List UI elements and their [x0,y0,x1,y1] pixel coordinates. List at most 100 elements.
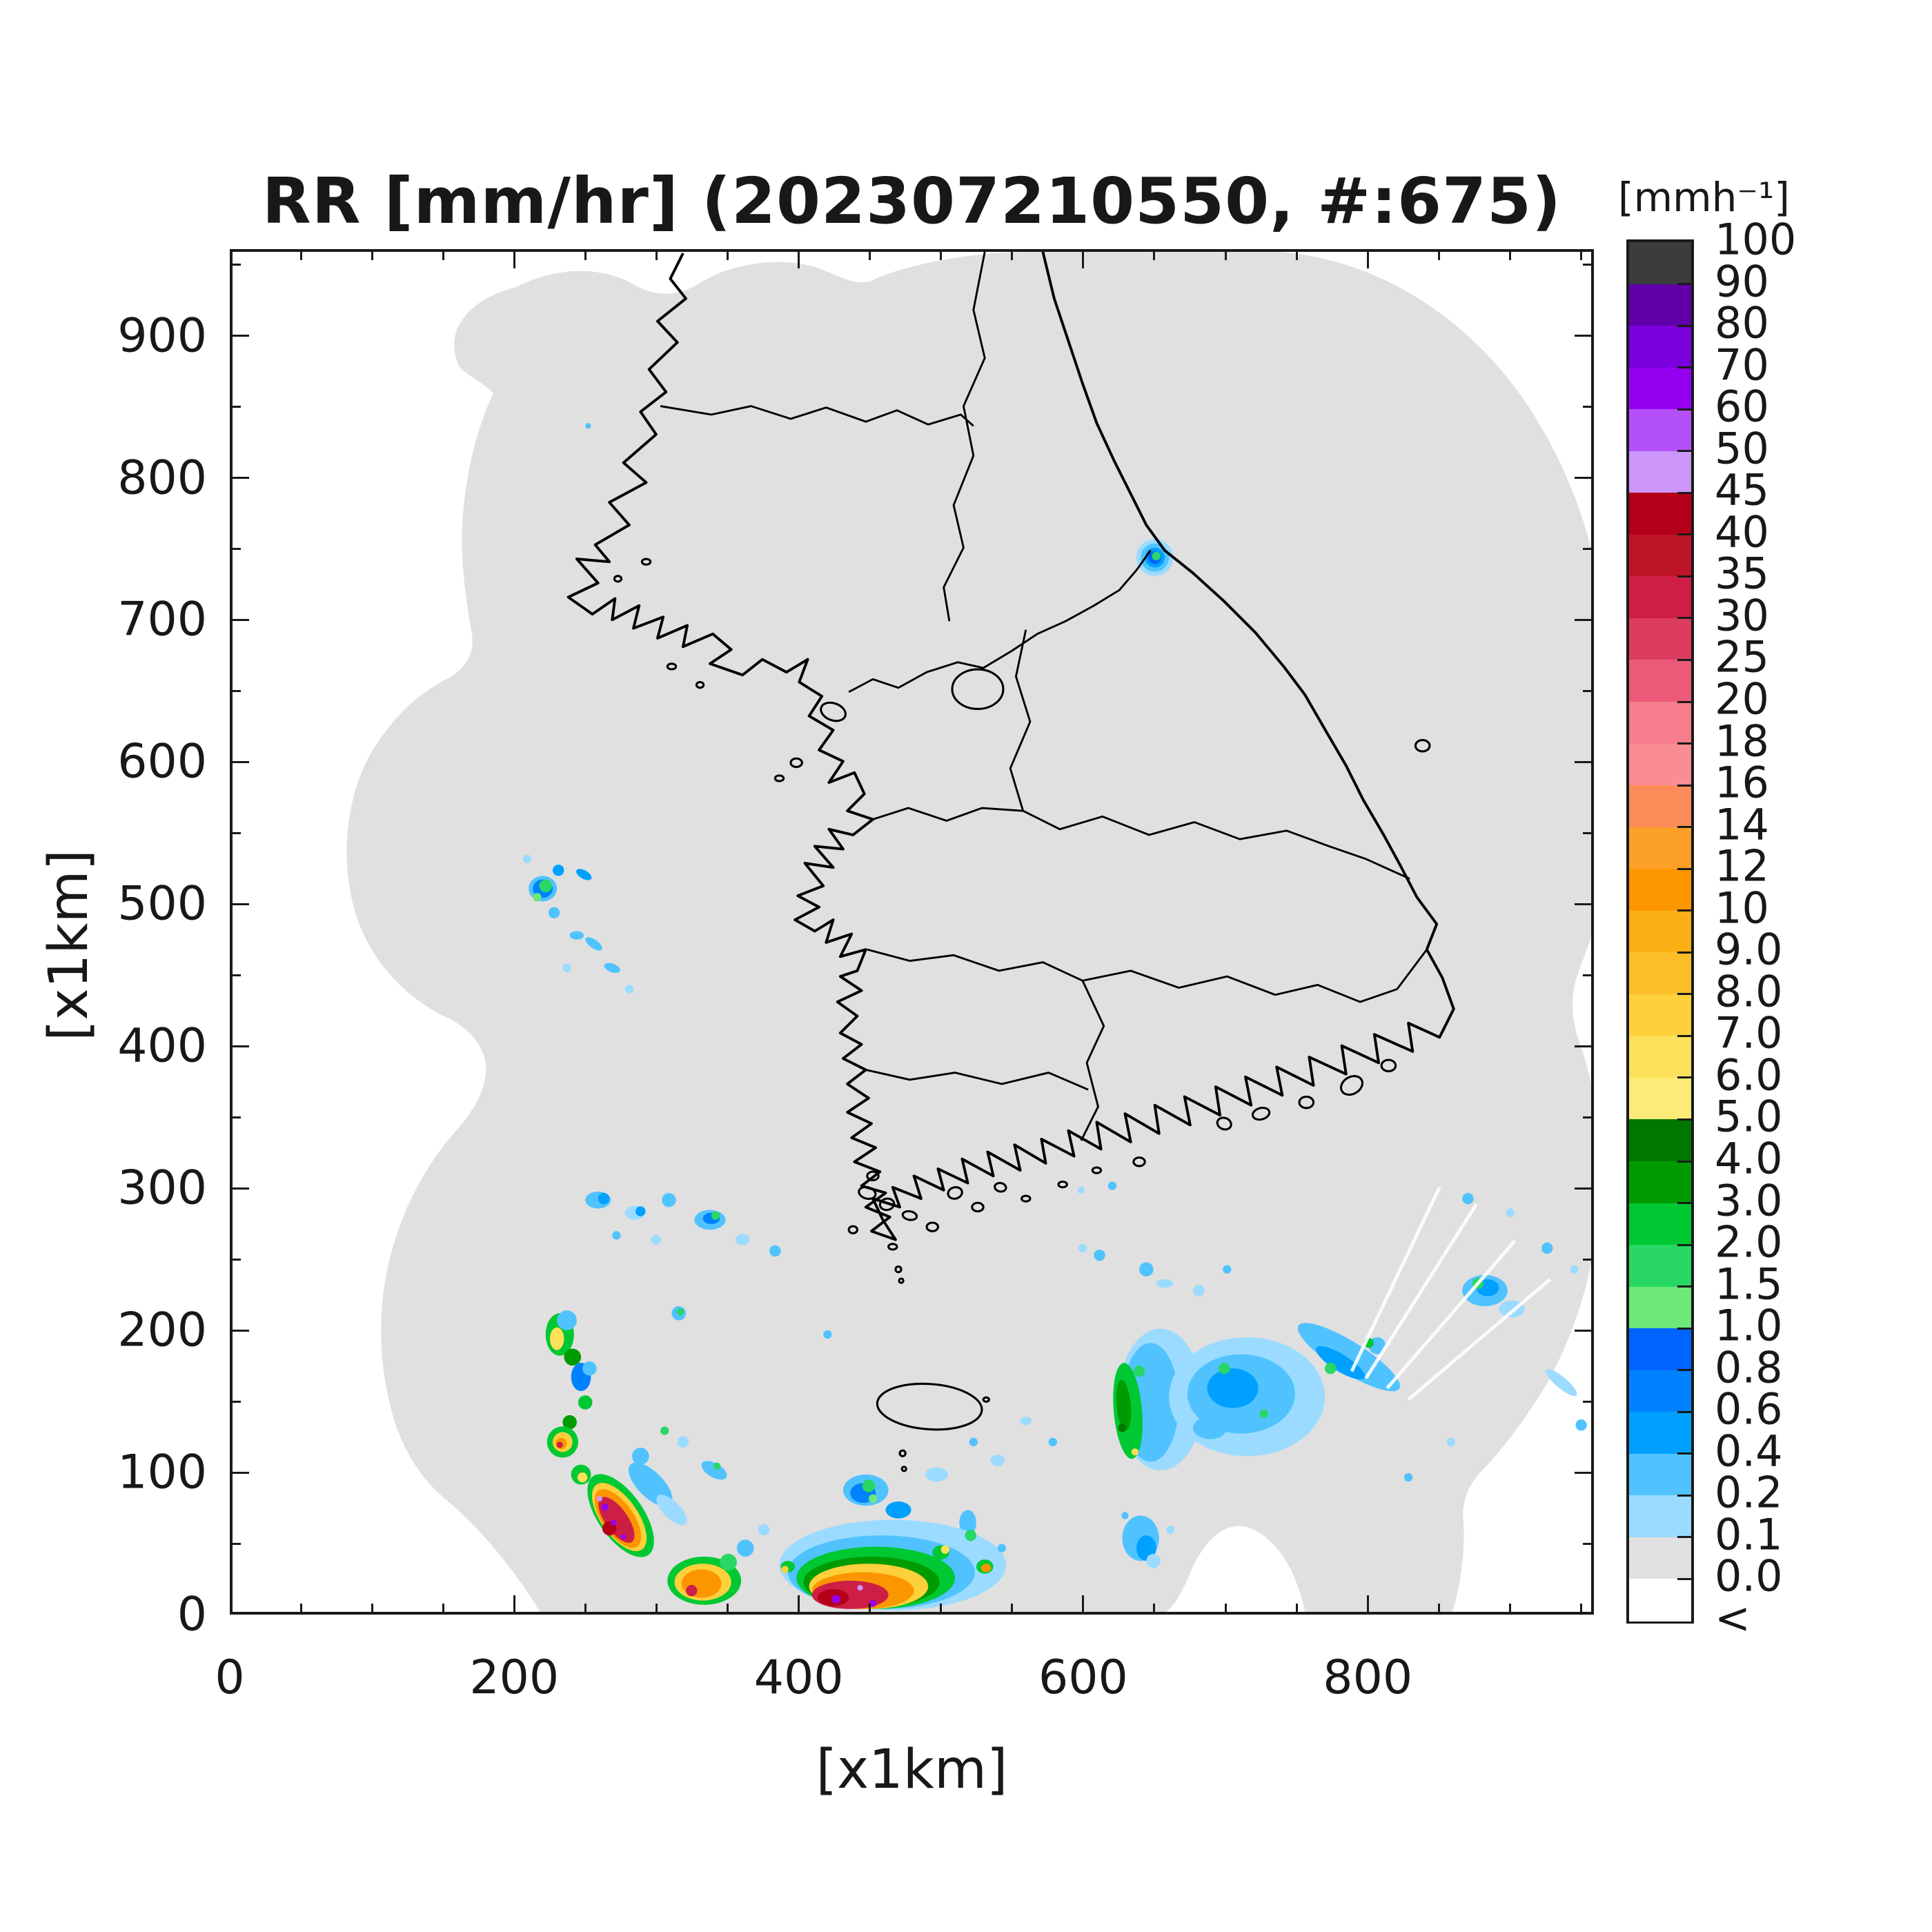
tick-mark [233,548,241,550]
colorbar-boundary-label: 80 [1715,297,1769,348]
tick-mark [1579,1604,1582,1612]
island-outline [887,1243,898,1251]
province-border [943,252,986,622]
colorbar-boundary-label: 3.0 [1715,1175,1783,1226]
precipitation-cell [711,1211,720,1220]
precipitation-cell [578,1395,593,1410]
tick-mark [233,903,249,905]
island-outline [982,1396,990,1403]
beam-blockage-line [1364,1203,1478,1379]
colorbar-segment [1629,451,1691,493]
precipitation-cell [857,1585,863,1591]
precipitation-cell [548,907,560,919]
island-outline [878,1197,896,1212]
y-tick-label: 0 [177,1587,207,1642]
island-outline [925,1221,940,1232]
colorbar-boundary-label: 40 [1715,506,1769,558]
tick-mark [513,1595,515,1612]
tick-mark [1575,1045,1591,1047]
colorbar-boundary-label: 18 [1715,716,1769,767]
precipitation-cell [562,963,571,972]
tick-mark [1575,618,1591,621]
island-outline [1298,1095,1315,1110]
precipitation-cell [556,1441,563,1448]
tick-mark [1575,903,1591,905]
precipitation-cell [533,893,542,902]
tick-mark [798,1595,800,1612]
y-tick-label: 700 [117,592,207,647]
colorbar-segment [1629,1161,1691,1204]
province-border [867,948,1083,982]
island-outline [900,1466,907,1472]
tick-mark [1153,252,1156,260]
colorbar-tick [1677,1494,1691,1497]
colorbar-boundary-label: 35 [1715,548,1769,599]
precipitation-cell [701,1461,727,1480]
colorbar-tick [1677,366,1691,369]
beam-blockage-line [1386,1240,1516,1390]
tick-mark [1437,252,1440,260]
colorbar-segment [1629,534,1691,577]
precipitation-cell [1020,1416,1032,1426]
tick-mark [233,477,249,480]
colorbar-boundary-label: 0.6 [1715,1383,1783,1435]
colorbar-boundary-label: 12 [1715,840,1769,891]
colorbar-tick [1677,1410,1691,1413]
tick-mark [233,1187,249,1190]
plot-area: CVMAE:0.0 Max:89.3 [230,249,1594,1615]
colorbar-tick [1677,658,1691,661]
precipitation-cell [1116,1379,1132,1431]
tick-mark [233,760,249,763]
y-tick-label: 100 [117,1445,207,1500]
precipitation-cell [1325,1363,1337,1374]
precipitation-cell [577,1472,588,1483]
tick-mark [233,335,249,337]
island-outline [898,1277,905,1284]
tick-mark [869,1604,871,1612]
precipitation-cell [981,1564,992,1573]
precipitation-cell [736,1539,754,1557]
tick-mark [233,1116,241,1118]
colorbar-tick [1677,491,1691,494]
colorbar-segment [1629,785,1691,828]
precipitation-cell [990,1455,1005,1466]
tick-mark [233,406,241,408]
tick-mark [1583,1542,1591,1545]
colorbar-tick [1677,1577,1691,1580]
colorbar-boundary-label: 4.0 [1715,1133,1783,1184]
tick-mark [1575,477,1591,480]
island-outline [1021,1194,1032,1203]
tick-mark [1575,760,1591,763]
colorbar-tick [1677,575,1691,578]
precipitation-cell [885,1501,911,1519]
precipitation-cells [522,423,1587,1610]
precipitation-cell [549,1327,564,1350]
precipitation-cell [620,1534,627,1539]
korea-radar-map [346,252,1591,1612]
tick-mark [1082,1595,1085,1612]
colorbar-boundary-label: 1.0 [1715,1300,1783,1351]
colorbar-boundary-label: 50 [1715,423,1769,474]
precipitation-cell [576,869,592,880]
colorbar-tick [1677,826,1691,829]
precipitation-cell [612,1231,621,1240]
precipitation-cell [628,1462,673,1507]
y-tick-label: 500 [117,876,207,931]
tick-mark [442,1604,444,1612]
island-outline [640,558,652,566]
colorbar-tick [1677,1076,1691,1079]
y-tick-label: 800 [117,451,207,506]
tick-mark [1583,1116,1591,1118]
island-outline [858,1185,877,1200]
island-outline [1091,1166,1103,1174]
tick-mark [655,1604,658,1612]
tick-mark [1583,264,1591,266]
precipitation-cell [562,1414,577,1430]
tick-mark [233,618,249,621]
x-tick-label: 0 [215,1650,245,1705]
colorbar-boundary-label: 14 [1715,799,1769,850]
tick-mark [233,1542,241,1545]
colorbar-boundary-label: 30 [1715,590,1769,641]
colorbar-segment [1629,326,1691,368]
precipitation-cell [604,963,621,973]
